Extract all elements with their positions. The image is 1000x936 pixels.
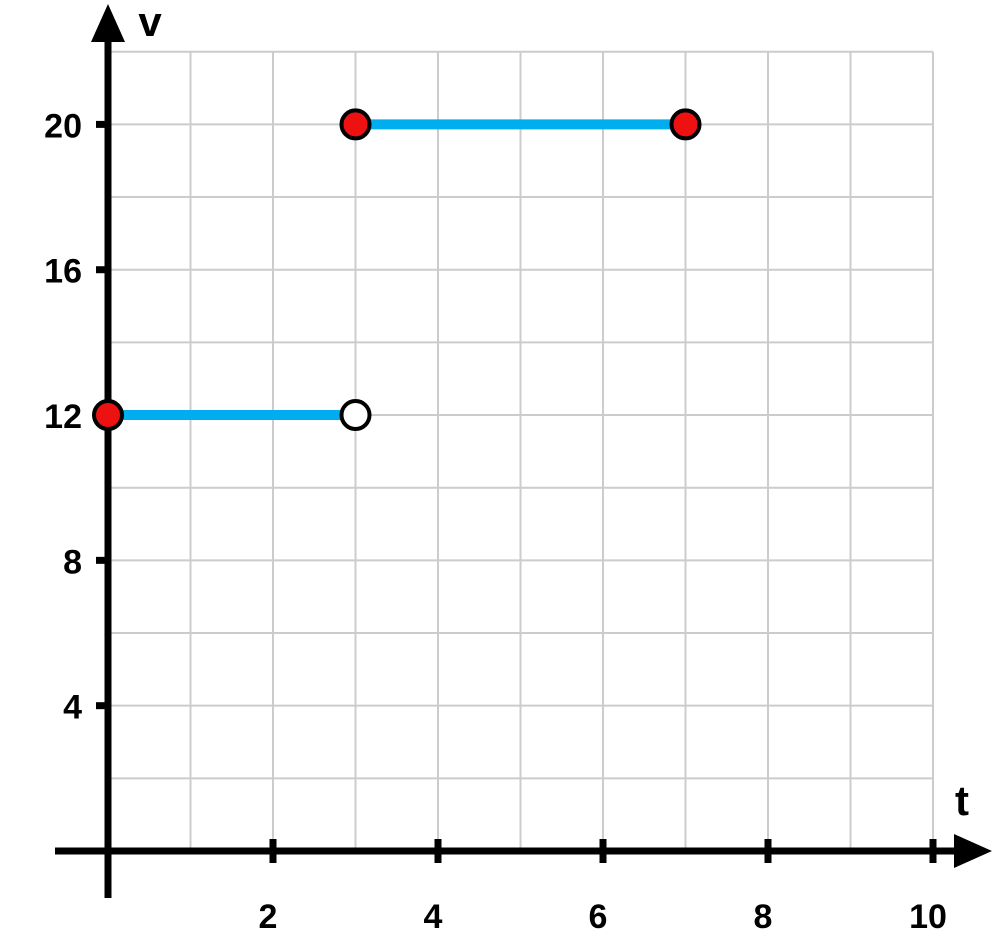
y-tick-label: 4 [63,689,82,727]
x-tick-label: 2 [259,898,278,936]
closed-point [669,108,702,141]
axes [55,4,992,898]
x-tick-label: 6 [589,898,608,936]
y-axis-arrow-icon [91,4,125,42]
y-tick-label: 8 [63,543,82,581]
closed-point [339,108,372,141]
x-axis-label: t [955,777,969,824]
segments [108,119,686,421]
x-axis-arrow-icon [954,834,992,868]
x-tick-label: 8 [754,898,773,936]
points [92,108,702,432]
ticks: 2 4 6 8 10 4 8 12 16 20 [44,107,947,936]
y-axis-label: v [138,0,162,45]
y-tick-label: 20 [44,107,82,145]
x-tick-label: 10 [909,898,947,936]
grid [108,50,934,851]
closed-point [92,399,124,432]
y-tick-label: 16 [44,253,82,291]
y-tick-label: 12 [44,398,82,436]
x-tick-label: 4 [424,898,443,936]
open-point [339,399,372,432]
